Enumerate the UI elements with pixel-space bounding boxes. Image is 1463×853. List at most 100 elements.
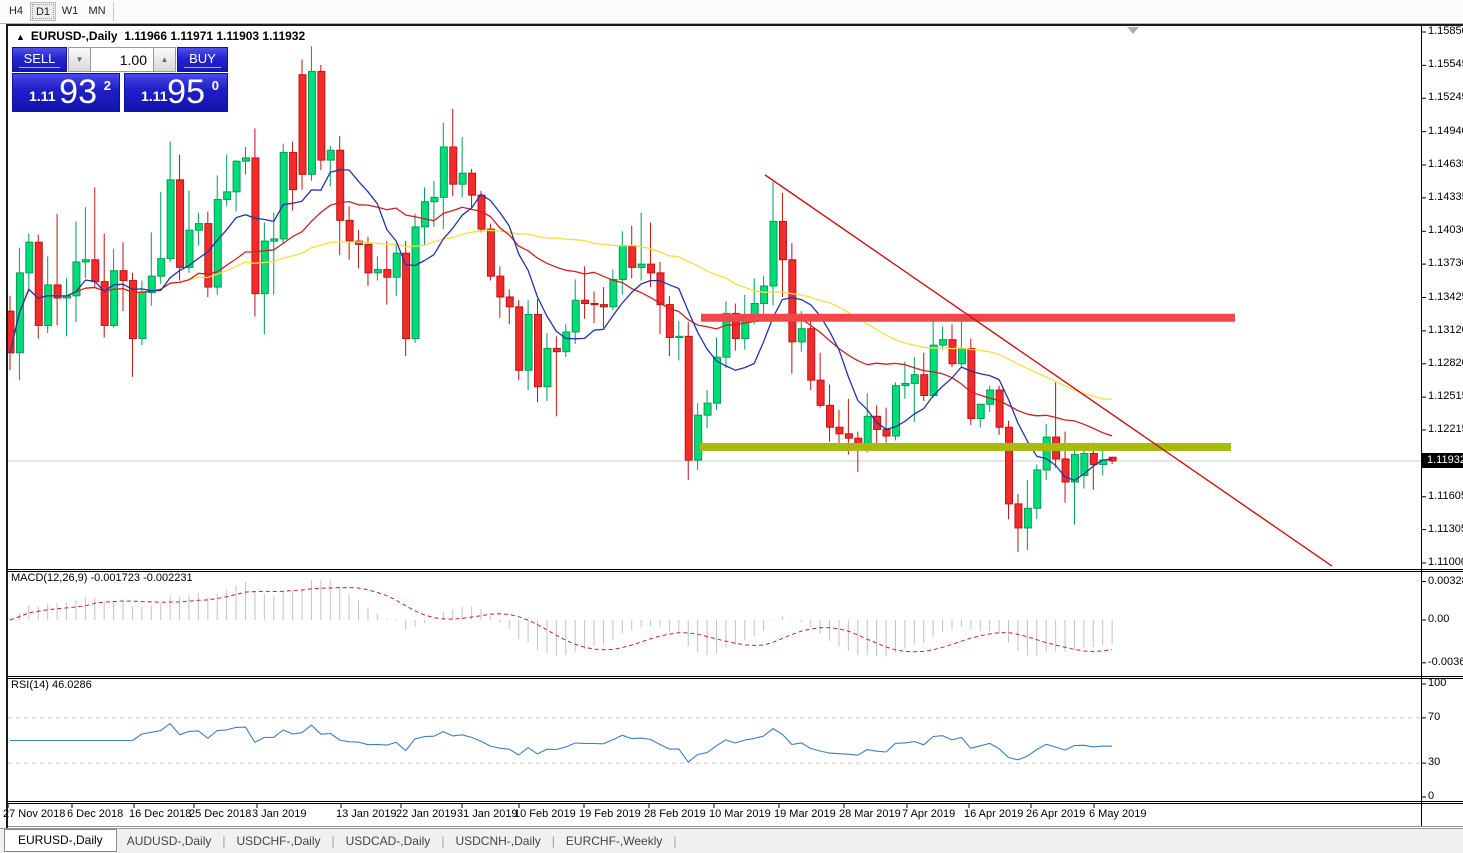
bear-candle-body bbox=[590, 302, 599, 306]
bull-candle-body bbox=[571, 299, 580, 333]
price-axis-label: 1.14335 bbox=[1428, 190, 1463, 203]
bull-candle-body bbox=[609, 278, 618, 308]
chart-shift-marker-icon[interactable] bbox=[1127, 27, 1139, 34]
bear-candle-body bbox=[628, 244, 637, 268]
panel-frame bbox=[7, 25, 1463, 827]
macd-panel bbox=[9, 579, 1113, 657]
bull-candle-body bbox=[260, 240, 269, 295]
tab-usdchf-daily[interactable]: USDCHF-,Daily bbox=[236, 834, 321, 848]
bear-candle-body bbox=[336, 149, 345, 221]
bull-candle-body bbox=[939, 339, 948, 346]
bear-candle-body bbox=[552, 347, 561, 353]
bull-candle-body bbox=[562, 331, 571, 353]
bull-candle-body bbox=[81, 259, 90, 263]
bear-candle-body bbox=[176, 179, 185, 268]
timeframe-button-w1[interactable]: W1 bbox=[61, 5, 79, 17]
bear-candle-body bbox=[1014, 503, 1023, 529]
descending-trendline[interactable] bbox=[764, 174, 1333, 567]
bear-candle-body bbox=[788, 259, 797, 343]
bear-candle-body bbox=[967, 347, 976, 419]
ma-fast-line bbox=[9, 169, 1113, 481]
tab-separator: | bbox=[441, 834, 445, 848]
buy-button[interactable]: BUY bbox=[177, 47, 228, 72]
date-axis-label: 28 Feb 2019 bbox=[644, 808, 706, 820]
bull-candle-body bbox=[458, 172, 467, 185]
date-axis-label: 19 Mar 2019 bbox=[774, 808, 836, 820]
rsi-label: RSI(14) 46.0286 bbox=[11, 679, 92, 691]
bull-candle-body bbox=[411, 226, 420, 340]
macd-axis-label: 0.003287 bbox=[1428, 574, 1463, 587]
tab-usdcnh-daily[interactable]: USDCNH-,Daily bbox=[455, 834, 541, 848]
date-axis-label: 26 Apr 2019 bbox=[1026, 808, 1086, 820]
bull-candle-body bbox=[194, 223, 203, 231]
support-hline[interactable] bbox=[700, 442, 1231, 451]
price-axis-label: 1.15245 bbox=[1428, 91, 1463, 104]
tab-eurchf-weekly[interactable]: EURCHF-,Weekly bbox=[565, 834, 663, 848]
timeframe-button-mn[interactable]: MN bbox=[88, 5, 106, 17]
buy-price-sup: 0 bbox=[211, 78, 219, 93]
macd-axis-label: -0.003659 bbox=[1428, 655, 1463, 668]
bull-candle-body bbox=[797, 328, 806, 343]
date-axis-label: 19 Feb 2019 bbox=[579, 808, 641, 820]
ma-slow-line bbox=[9, 229, 1113, 400]
bear-candle-body bbox=[364, 243, 373, 274]
tab-separator: | bbox=[222, 834, 226, 848]
bull-candle-body bbox=[307, 70, 316, 175]
date-axis-label: 7 Apr 2019 bbox=[902, 808, 956, 820]
bear-candle-body bbox=[289, 151, 298, 191]
bear-candle-body bbox=[882, 428, 891, 437]
buy-price-big: 95 bbox=[167, 73, 205, 111]
bull-candle-body bbox=[1080, 453, 1089, 476]
bear-candle-body bbox=[656, 272, 665, 306]
bear-candle-body bbox=[468, 172, 477, 196]
bear-candle-body bbox=[844, 433, 853, 439]
bear-candle-body bbox=[534, 313, 543, 388]
timeframe-button-h4[interactable]: H4 bbox=[8, 5, 24, 17]
tab-audusd-daily[interactable]: AUDUSD-,Daily bbox=[126, 834, 212, 848]
bull-candle-body bbox=[110, 270, 119, 326]
volume-input[interactable] bbox=[91, 47, 153, 72]
bull-candle-body bbox=[1023, 507, 1032, 529]
volume-increase-button[interactable]: ▲ bbox=[153, 47, 176, 72]
volume-decrease-button[interactable]: ▼ bbox=[68, 47, 91, 72]
sell-price-box[interactable]: 1.11 93 2 bbox=[12, 73, 120, 112]
price-axis-label: 1.13120 bbox=[1428, 323, 1463, 336]
bull-candle-body bbox=[72, 261, 81, 297]
bull-candle-body bbox=[373, 269, 382, 274]
bull-candle-body bbox=[891, 385, 900, 437]
bull-candle-body bbox=[232, 160, 241, 193]
price-axis-label: 1.12515 bbox=[1428, 390, 1463, 403]
bear-candle-body bbox=[920, 374, 929, 396]
sell-button[interactable]: SELL bbox=[12, 47, 67, 72]
bear-candle-body bbox=[807, 328, 816, 381]
buy-price-box[interactable]: 1.11 95 0 bbox=[124, 73, 228, 112]
bull-candle-body bbox=[392, 252, 401, 278]
bear-candle-body bbox=[684, 335, 693, 461]
chart-ohlc-values: 1.11966 1.11971 1.11903 1.11932 bbox=[124, 29, 306, 43]
bear-candle-body bbox=[6, 310, 15, 354]
bull-candle-body bbox=[675, 335, 684, 339]
timeframe-button-d1[interactable]: D1 bbox=[30, 2, 56, 21]
price-axis-label: 1.11605 bbox=[1428, 489, 1463, 502]
date-axis-label: 25 Dec 2018 bbox=[189, 808, 252, 820]
bull-candle-body bbox=[901, 382, 910, 387]
bear-candle-body bbox=[496, 275, 505, 298]
resistance-hline[interactable] bbox=[701, 313, 1235, 322]
bull-candle-body bbox=[430, 196, 439, 203]
tab-eurusd-daily[interactable]: EURUSD-,Daily bbox=[4, 829, 117, 852]
bull-candle-body bbox=[618, 244, 627, 280]
bear-candle-body bbox=[778, 220, 787, 261]
bull-candle-body bbox=[976, 403, 985, 419]
bear-candle-body bbox=[665, 304, 674, 338]
price-axis-label: 1.13425 bbox=[1428, 290, 1463, 303]
price-axis-label: 1.14940 bbox=[1428, 124, 1463, 137]
price-axis-label: 1.14635 bbox=[1428, 158, 1463, 171]
bull-candle-body bbox=[543, 347, 552, 388]
bear-candle-body bbox=[204, 223, 213, 288]
bear-candle-body bbox=[835, 426, 844, 435]
tab-usdcad-daily[interactable]: USDCAD-,Daily bbox=[345, 834, 431, 848]
chart-symbol-label: EURUSD-,Daily bbox=[30, 29, 118, 43]
bear-candle-body bbox=[486, 228, 495, 277]
